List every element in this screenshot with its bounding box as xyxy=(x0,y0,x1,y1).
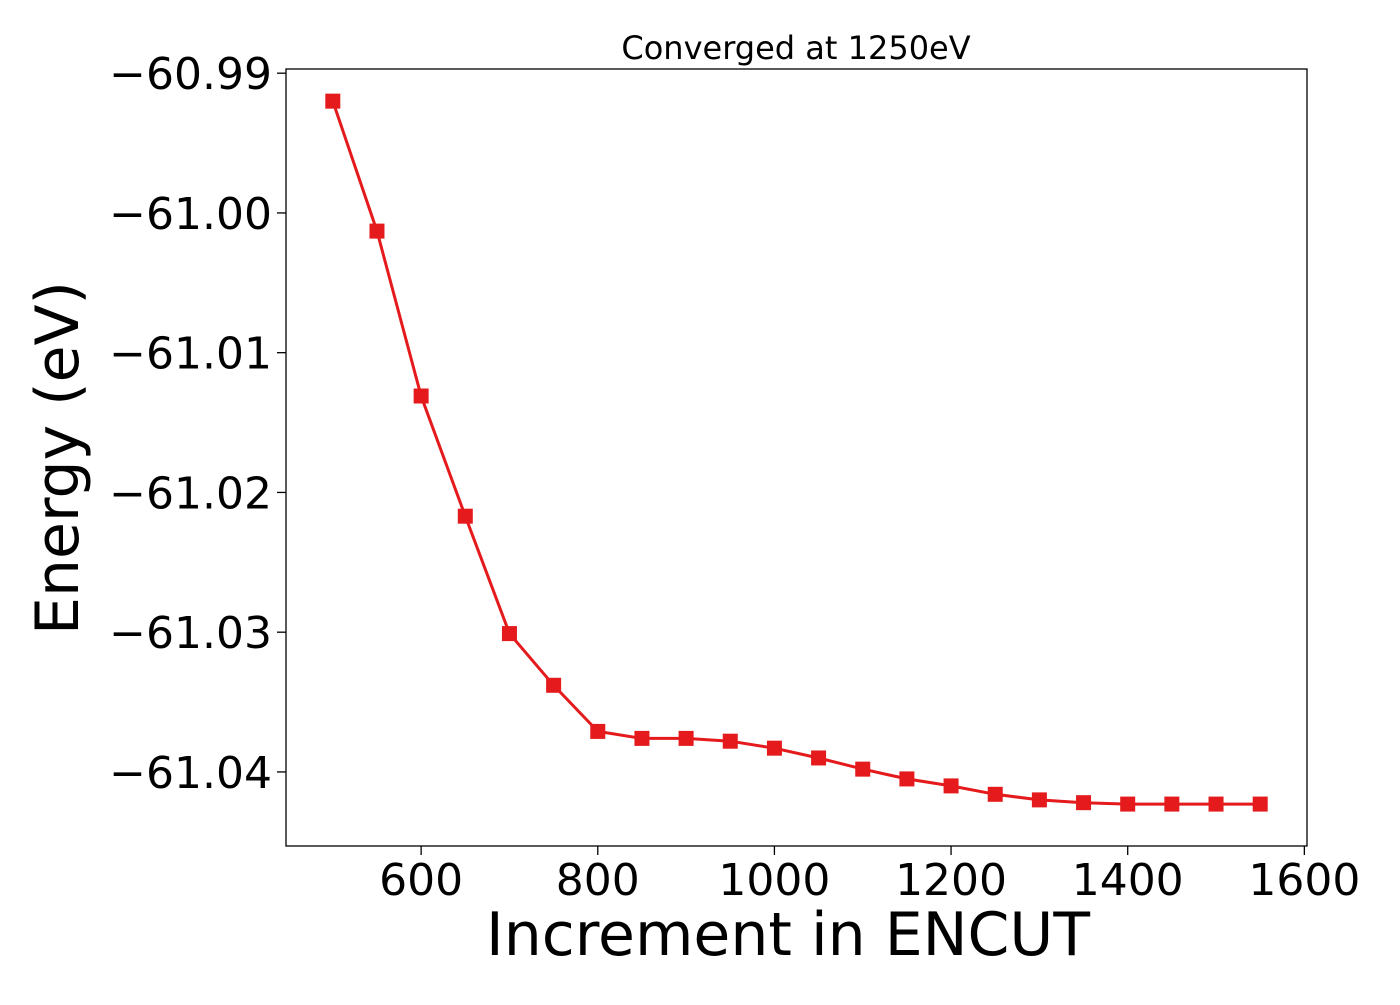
y-tick-label: −61.00 xyxy=(109,189,272,240)
data-point-marker xyxy=(369,223,385,239)
data-point-marker xyxy=(811,750,827,766)
y-axis-ticks: −60.99 −61.00 −61.01 −61.02 −61.03 −61.04 xyxy=(109,49,286,799)
data-point-marker xyxy=(590,723,606,739)
data-point-marker xyxy=(766,740,782,756)
data-point-marker xyxy=(457,508,473,524)
x-tick-label: 1400 xyxy=(1072,855,1184,906)
data-point-marker xyxy=(546,677,562,693)
data-point-marker xyxy=(1208,796,1224,812)
data-point-marker xyxy=(413,388,429,404)
x-tick-label: 1000 xyxy=(718,855,830,906)
y-axis-title: Energy (eV) xyxy=(23,281,93,635)
data-point-marker xyxy=(943,778,959,794)
data-point-marker xyxy=(501,626,517,642)
data-point-marker xyxy=(1252,796,1268,812)
data-point-marker xyxy=(634,730,650,746)
chart-title: Converged at 1250eV xyxy=(621,29,970,67)
data-point-marker xyxy=(987,786,1003,802)
y-tick-label: −60.99 xyxy=(109,49,272,100)
x-tick-label: 800 xyxy=(556,855,640,906)
data-point-marker xyxy=(899,771,915,787)
data-point-marker xyxy=(1120,796,1136,812)
x-tick-label: 1200 xyxy=(895,855,1007,906)
y-tick-label: −61.02 xyxy=(109,468,272,519)
series-line xyxy=(331,100,1261,806)
data-point-marker xyxy=(722,733,738,749)
x-axis-ticks: 600 800 1000 1200 1400 1600 xyxy=(379,846,1360,906)
data-point-marker xyxy=(1164,796,1180,812)
x-axis-title: Increment in ENCUT xyxy=(486,900,1090,970)
y-tick-label: −61.04 xyxy=(109,748,272,799)
data-point-marker xyxy=(855,761,871,777)
data-point-marker xyxy=(678,730,694,746)
y-tick-label: −61.03 xyxy=(109,608,272,659)
x-tick-label: 600 xyxy=(379,855,463,906)
x-tick-label: 1600 xyxy=(1248,855,1360,906)
data-point-marker xyxy=(325,93,341,109)
series-layer xyxy=(325,93,1268,812)
data-point-marker xyxy=(1076,795,1092,811)
plot-frame xyxy=(285,68,1308,847)
y-tick-label: −61.01 xyxy=(109,329,272,380)
data-point-marker xyxy=(1031,792,1047,808)
